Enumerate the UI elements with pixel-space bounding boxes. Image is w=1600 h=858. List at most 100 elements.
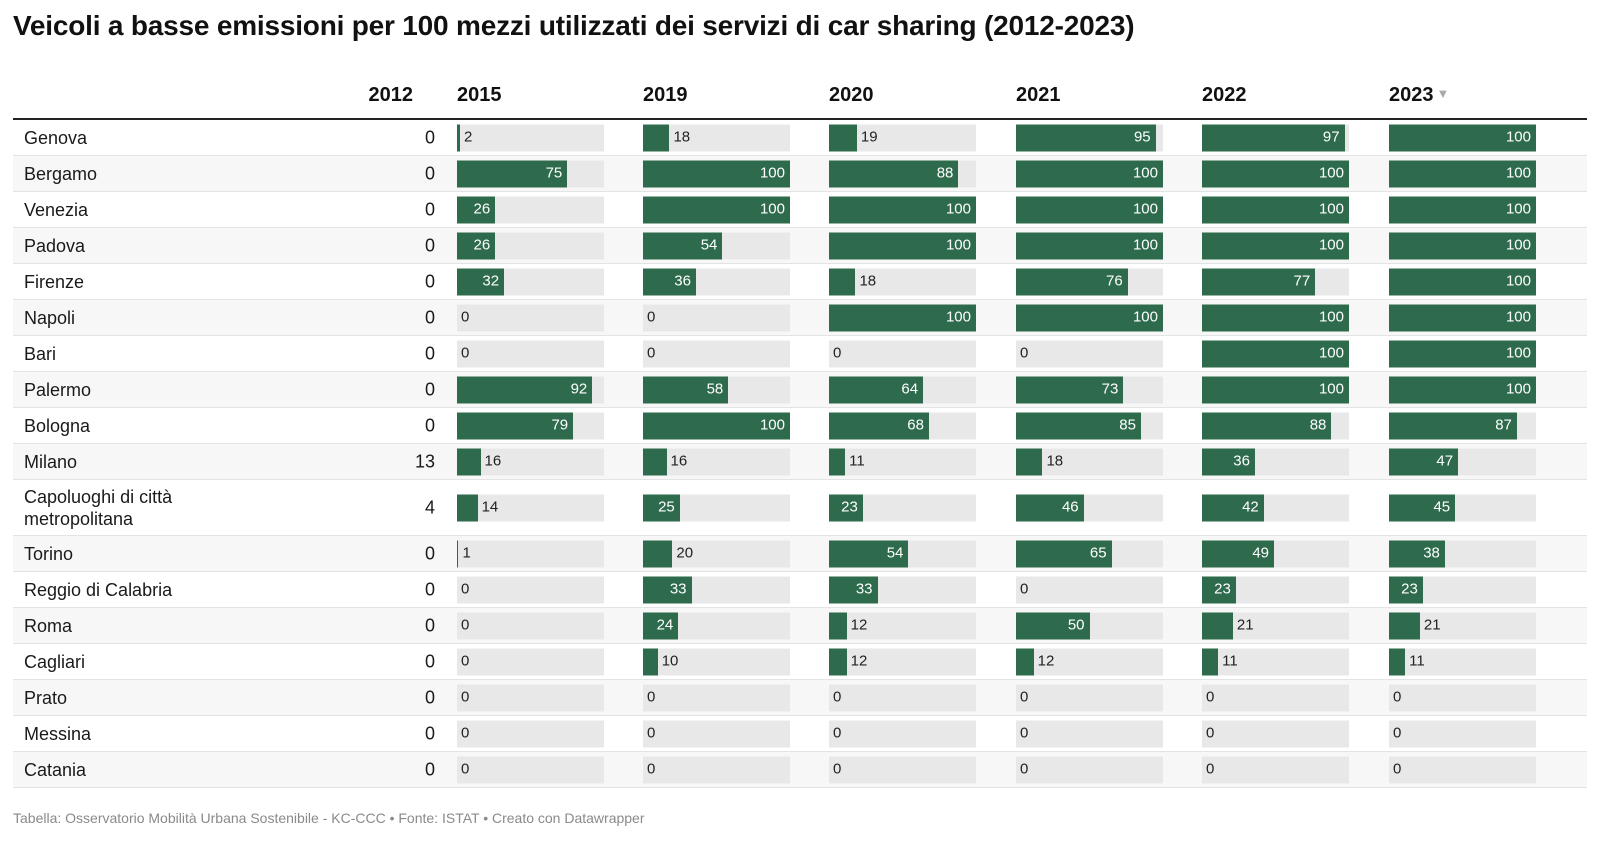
bar-track-2020: 54 (829, 540, 976, 567)
bar-value-label: 100 (1505, 200, 1531, 218)
bar-2021 (1016, 540, 1112, 567)
bar-track-2023: 100 (1389, 340, 1536, 367)
bar-value-label: 100 (1505, 272, 1531, 290)
bar-track-2015: 14 (457, 494, 604, 521)
bar-value-label: 97 (1322, 128, 1340, 146)
bar-value-label: 0 (1393, 688, 1402, 706)
bar-2022 (1202, 494, 1264, 521)
row-label: Roma (24, 615, 73, 636)
bar-value-label: 100 (1132, 200, 1158, 218)
bar-2019 (643, 648, 658, 675)
column-header-2021[interactable]: 2021 (1016, 84, 1061, 107)
bar-2023 (1389, 494, 1456, 521)
bar-value-label: 36 (674, 272, 691, 290)
bar-value-label: 0 (461, 688, 470, 706)
bar-2023 (1389, 612, 1420, 639)
bar-value-label: 0 (833, 724, 842, 742)
bar-2020 (829, 612, 847, 639)
bar-value-label: 21 (1423, 616, 1441, 634)
bar-track-2022: 11 (1202, 648, 1349, 675)
table-row: Reggio di Calabria 0 0 33 33 0 23 23 (13, 572, 1587, 608)
row-label: Bologna (24, 415, 91, 436)
bar-track-2015: 79 (457, 412, 604, 439)
value-2012: 0 (424, 235, 435, 255)
value-2012: 0 (424, 163, 435, 183)
bar-value-label: 10 (661, 652, 679, 670)
bar-2022 (1202, 576, 1236, 603)
value-2012: 0 (424, 687, 435, 707)
bar-track-2019: 100 (643, 412, 790, 439)
bar-track-2020: 0 (829, 720, 976, 747)
bar-value-label: 0 (461, 724, 470, 742)
row-label: Torino (24, 543, 74, 564)
column-header-label: 2023 (1389, 84, 1434, 106)
table-row: Torino 0 1 20 54 65 49 38 (13, 536, 1587, 572)
bar-track-2022: 100 (1202, 340, 1349, 367)
bar-value-label: 1 (462, 544, 471, 562)
bar-track-2023: 38 (1389, 540, 1536, 567)
value-2012: 0 (424, 759, 435, 779)
row-label: Firenze (24, 271, 85, 292)
bar-value-label: 100 (945, 236, 971, 254)
bar-2015 (457, 160, 568, 187)
bar-track-2015: 0 (457, 340, 604, 367)
bar-track-2022: 42 (1202, 494, 1349, 521)
bar-track-2015: 26 (457, 196, 604, 223)
column-header-2015[interactable]: 2015 (457, 84, 502, 107)
bar-track-2021: 0 (1016, 576, 1163, 603)
column-header-2020[interactable]: 2020 (829, 84, 874, 107)
bar-track-2023: 100 (1389, 124, 1536, 151)
row-label: Reggio di Calabria (24, 579, 173, 600)
bar-value-label: 0 (461, 308, 470, 326)
bar-2020 (829, 648, 847, 675)
bar-value-label: 24 (656, 616, 674, 634)
bar-track-2020: 18 (829, 268, 976, 295)
bar-value-label: 0 (647, 688, 656, 706)
value-2012: 0 (424, 651, 435, 671)
row-label: Napoli (24, 307, 76, 328)
bar-value-label: 100 (759, 416, 785, 434)
column-header-2019[interactable]: 2019 (643, 84, 688, 107)
table-row: Roma 0 0 24 12 50 21 21 (13, 608, 1587, 644)
bar-2020 (829, 304, 976, 331)
bar-value-label: 0 (833, 688, 842, 706)
bar-track-2021: 0 (1016, 340, 1163, 367)
bar-value-label: 100 (1505, 344, 1531, 362)
bar-track-2022: 100 (1202, 376, 1349, 403)
column-header-2023[interactable]: 2023 ▼ (1389, 84, 1449, 107)
bar-track-2022: 23 (1202, 576, 1349, 603)
table-row: Catania 0 0 0 0 0 0 0 (13, 752, 1587, 788)
bar-track-2023: 47 (1389, 448, 1536, 475)
row-label: Palermo (24, 379, 92, 400)
bar-value-label: 23 (1401, 580, 1418, 598)
sort-desc-icon[interactable]: ▼ (1436, 86, 1450, 101)
column-header-2012[interactable]: 2012 (368, 84, 414, 106)
value-2012: 0 (424, 543, 435, 563)
column-header-label: 2022 (1202, 84, 1247, 106)
bar-track-2020: 100 (829, 196, 976, 223)
bar-track-2022: 21 (1202, 612, 1349, 639)
bar-track-2015: 32 (457, 268, 604, 295)
column-header-2022[interactable]: 2022 (1202, 84, 1247, 107)
bar-2023 (1389, 448, 1459, 475)
bar-track-2022: 36 (1202, 448, 1349, 475)
bar-track-2021: 76 (1016, 268, 1163, 295)
bar-2023 (1389, 160, 1536, 187)
bar-track-2015: 0 (457, 684, 604, 711)
bar-2022 (1202, 612, 1233, 639)
bar-track-2021: 95 (1016, 124, 1163, 151)
value-2012: 0 (424, 579, 435, 599)
bar-track-2015: 0 (457, 756, 604, 783)
bar-2019 (643, 160, 790, 187)
bar-value-label: 25 (658, 498, 675, 516)
bar-2022 (1202, 304, 1349, 331)
bar-value-label: 100 (1318, 380, 1344, 398)
bar-2020 (829, 160, 959, 187)
bar-value-label: 0 (1206, 760, 1215, 778)
bar-value-label: 85 (1119, 416, 1136, 434)
value-2012: 0 (424, 415, 435, 435)
bar-track-2020: 19 (829, 124, 976, 151)
bar-track-2021: 100 (1016, 304, 1163, 331)
bar-track-2015: 0 (457, 304, 604, 331)
bar-track-2023: 100 (1389, 376, 1536, 403)
